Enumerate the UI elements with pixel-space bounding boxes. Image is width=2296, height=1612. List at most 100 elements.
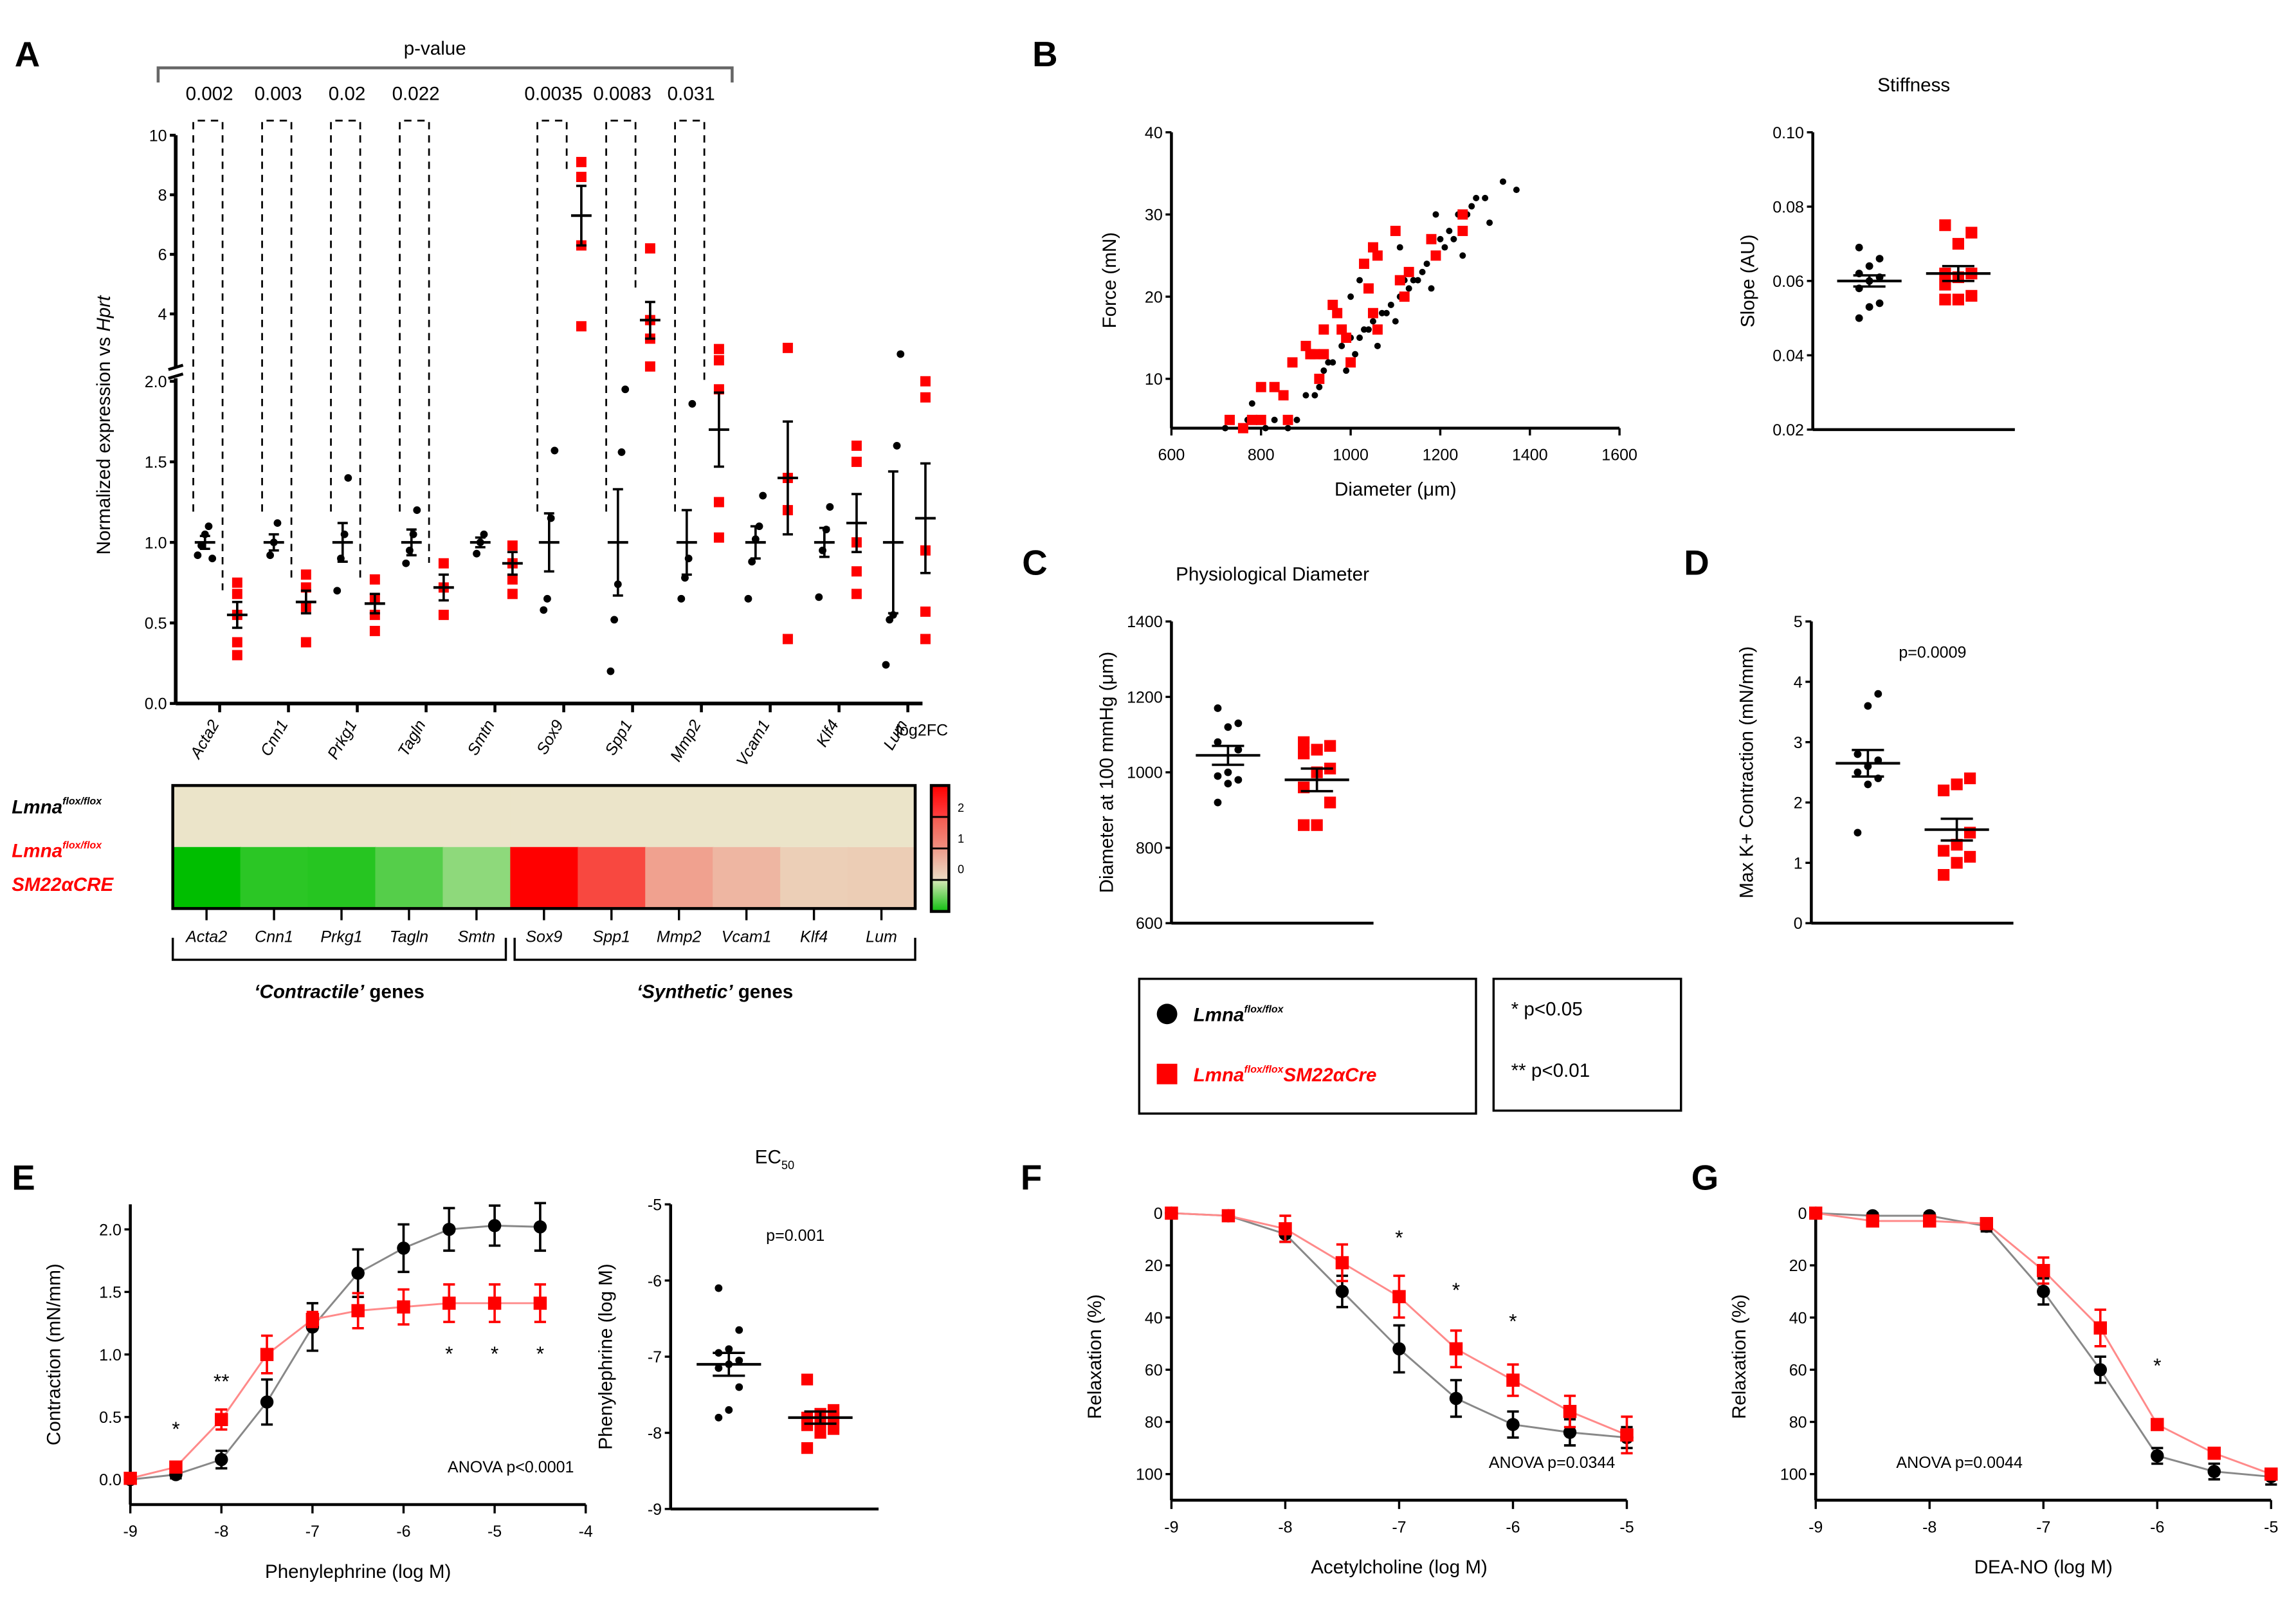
- g-xtick-label: -5: [2264, 1518, 2278, 1536]
- b-stiffness-mutant-point: [1939, 293, 1951, 306]
- c-ytick-label: 1400: [1127, 613, 1163, 631]
- b-control-point: [1383, 309, 1390, 316]
- a-control-point: [748, 558, 756, 566]
- e-ytick-label: 0.5: [99, 1409, 122, 1427]
- d-control-point: [1864, 702, 1872, 710]
- b-mutant-point: [1367, 307, 1378, 318]
- a-mutant-point: [369, 574, 380, 585]
- b-control-point: [1338, 342, 1345, 349]
- c-mutant-point: [1311, 744, 1323, 756]
- a-control-point: [194, 551, 202, 560]
- d-mutant-point: [1938, 784, 1950, 796]
- b-control-point: [1347, 293, 1354, 300]
- b-control-point: [1325, 359, 1332, 366]
- c-mutant-point: [1324, 796, 1336, 809]
- b-control-point: [1441, 244, 1448, 251]
- e-control-point: [442, 1222, 456, 1236]
- e-control-point: [215, 1452, 228, 1467]
- b-control-point: [1499, 178, 1506, 185]
- b-stiffness-control-point: [1865, 262, 1873, 270]
- b-control-point: [1432, 211, 1439, 218]
- a-pvalue-label: 0.022: [392, 84, 440, 105]
- b-mutant-point: [1372, 250, 1383, 261]
- heatmap-cell-control: [848, 785, 916, 847]
- gene-group-name: ‘Synthetic’: [637, 981, 733, 1002]
- e-control-point: [351, 1267, 365, 1280]
- a-mutant-point: [713, 532, 724, 543]
- colorbar-tick-label: 0: [958, 863, 964, 876]
- a-xtick-label: Vcam1: [733, 717, 774, 769]
- f-ytick-label: 20: [1145, 1257, 1163, 1275]
- f-significance-marker: *: [1452, 1278, 1460, 1301]
- b-stiffness-control-point: [1875, 255, 1884, 263]
- b-mutant-point: [1336, 324, 1347, 335]
- b-control-point: [1482, 194, 1489, 201]
- g-mutant-point: [2151, 1418, 2164, 1431]
- heatmap-col-label: Acta2: [185, 928, 227, 946]
- a-ytick-label: 1.5: [145, 453, 167, 472]
- f-annotation: ANOVA p=0.0344: [1489, 1454, 1616, 1472]
- a-xtick-label: Tagln: [394, 717, 429, 760]
- b-stiffness-ytick-label: 0.08: [1772, 198, 1804, 216]
- heatmap-col-label: Sox9: [525, 928, 562, 946]
- heatmap-col-label: Smtn: [458, 928, 495, 946]
- b-control-point: [1262, 425, 1269, 432]
- d-mutant-point: [1938, 845, 1950, 857]
- b-control-point: [1414, 277, 1421, 284]
- c-ytick-label: 1200: [1127, 688, 1163, 706]
- b-mutant-point: [1309, 349, 1320, 360]
- b-control-point: [1329, 359, 1336, 366]
- heatmap-col-label: Prkg1: [320, 928, 362, 946]
- a-ytick-label: 8: [158, 187, 167, 205]
- b-control-point: [1374, 342, 1381, 349]
- a-pvalue-label: 0.0035: [524, 84, 582, 105]
- b-stiffness-ytick-label: 0.10: [1772, 124, 1804, 142]
- d-ytick-label: 2: [1794, 794, 1803, 812]
- g-significance-marker: *: [2153, 1353, 2161, 1377]
- heatmap-cell-control: [645, 785, 714, 847]
- b-mutant-point: [1314, 373, 1325, 384]
- d-mutant-point: [1963, 850, 1976, 863]
- f-xtick-label: -7: [1392, 1518, 1406, 1536]
- b-control-point: [1423, 261, 1430, 268]
- f-mutant-point: [1279, 1222, 1292, 1236]
- g-xtick-label: -6: [2150, 1518, 2164, 1536]
- c-control-point: [1224, 768, 1232, 776]
- g-mutant-point: [1980, 1216, 1993, 1231]
- heatmap-cell-mutant: [578, 847, 646, 909]
- a-ylabel-gene: Hprt: [93, 295, 114, 332]
- b-xtick-label: 1000: [1333, 446, 1369, 464]
- b-xtick-label: 800: [1248, 446, 1275, 464]
- a-xtick-label: Spp1: [601, 717, 635, 759]
- a-control-point: [543, 594, 551, 603]
- a-mutant-point: [576, 156, 587, 167]
- g-mutant-point: [2264, 1467, 2278, 1481]
- heatmap-cell-control: [578, 785, 646, 847]
- c-mutant-point: [1298, 747, 1310, 760]
- b-mutant-point: [1246, 414, 1257, 425]
- heatmap-cell-control: [307, 785, 376, 847]
- g-ytick-label: 80: [1789, 1414, 1807, 1432]
- b-mutant-point: [1300, 340, 1311, 351]
- d-mutant-point: [1938, 868, 1950, 881]
- f-control-point: [1449, 1391, 1463, 1406]
- b-mutant-point: [1341, 333, 1352, 343]
- a-control-point: [815, 593, 823, 601]
- a-pvalue-bracket: [261, 120, 293, 580]
- e-ytick-label: 0.0: [99, 1471, 122, 1489]
- b-control-point: [1302, 392, 1309, 399]
- b-mutant-point: [1394, 275, 1405, 286]
- c-ylabel: Diameter at 100 mmHg (μm): [1096, 652, 1117, 893]
- e-mutant-point: [123, 1471, 137, 1485]
- b-mutant-point: [1457, 226, 1468, 236]
- a-control-point: [273, 519, 282, 527]
- f-mutant-point: [1449, 1342, 1463, 1356]
- a-control-point: [266, 551, 274, 560]
- a-mutant-point: [232, 650, 242, 661]
- d-ytick-label: 3: [1794, 734, 1803, 752]
- heatmap-cell-mutant: [307, 847, 376, 909]
- e-significance-marker: *: [172, 1417, 179, 1440]
- a-control-point: [402, 559, 410, 567]
- d-control-point: [1874, 690, 1882, 698]
- b-control-point: [1437, 235, 1444, 243]
